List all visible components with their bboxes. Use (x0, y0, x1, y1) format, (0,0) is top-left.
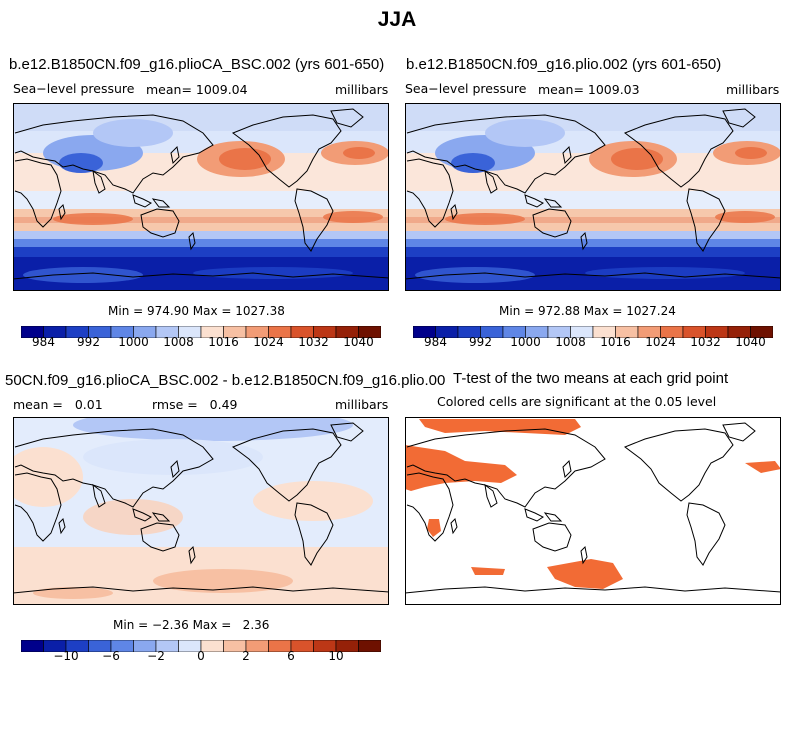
colorbar-tick-label: 1032 (298, 335, 329, 349)
panel-3-units: millibars (335, 397, 389, 412)
colorbar-tick-label: 992 (77, 335, 100, 349)
colorbar-tick-label: 6 (287, 649, 295, 663)
panel-1-colorbar-ticks: 984 992 1000 1008 1016 1024 1032 1040 (21, 335, 381, 351)
panel-2-minmax: Min = 972.88 Max = 1027.24 (499, 304, 676, 318)
panel-1-mean: mean= 1009.04 (146, 82, 248, 97)
figure-title: JJA (377, 8, 417, 31)
colorbar-tick-label: 1000 (118, 335, 149, 349)
panel-1-minmax: Min = 974.90 Max = 1027.38 (108, 304, 285, 318)
colorbar-tick-label: 1024 (253, 335, 284, 349)
panel-4-map (405, 417, 781, 605)
panel-3-title: 50CN.f09_g16.plioCA_BSC.002 - b.e12.B185… (5, 372, 445, 389)
colorbar-tick-label: −6 (102, 649, 120, 663)
panel-1-title: b.e12.B1850CN.f09_g16.plioCA_BSC.002 (yr… (9, 56, 385, 73)
colorbar-tick-label: 1032 (690, 335, 721, 349)
panel-4-title: T-test of the two means at each grid poi… (453, 370, 729, 387)
colorbar-tick-label: 1040 (343, 335, 374, 349)
colorbar-tick-label: 1024 (645, 335, 676, 349)
colorbar-tick-label: 992 (469, 335, 492, 349)
panel-2-colorbar-ticks: 984 992 1000 1008 1016 1024 1032 1040 (413, 335, 773, 351)
colorbar-tick-label: 984 (424, 335, 447, 349)
panel-2-variable: Sea−level pressure (405, 81, 527, 96)
panel-4-subtitle: Colored cells are significant at the 0.0… (437, 394, 717, 409)
panel-1-units: millibars (335, 82, 389, 97)
panel-1-variable: Sea−level pressure (13, 81, 135, 96)
colorbar-tick-label: 1016 (600, 335, 631, 349)
colorbar-tick-label: 2 (242, 649, 250, 663)
colorbar-tick-label: 0 (197, 649, 205, 663)
panel-3-colorbar-ticks: −10 −6 −2 0 2 6 10 (21, 649, 381, 665)
panel-2-title: b.e12.B1850CN.f09_g16.plio.002 (yrs 601-… (406, 56, 722, 73)
panel-2-units: millibars (726, 82, 780, 97)
panel-3-map (13, 417, 389, 605)
colorbar-tick-label: 1016 (208, 335, 239, 349)
colorbar-tick-label: −2 (147, 649, 165, 663)
panel-2-mean: mean= 1009.03 (538, 82, 640, 97)
panel-1-map (13, 103, 389, 291)
panel-3-rmse: rmse = 0.49 (152, 397, 238, 412)
panel-2-map (405, 103, 781, 291)
panel-3-mean: mean = 0.01 (13, 397, 103, 412)
panel-1-colorbar (20, 325, 382, 339)
colorbar-tick-label: 1008 (555, 335, 586, 349)
colorbar-tick-label: −10 (53, 649, 79, 663)
colorbar-tick-label: 10 (328, 649, 344, 663)
colorbar-tick-label: 984 (32, 335, 55, 349)
colorbar-tick-label: 1040 (735, 335, 766, 349)
colorbar-tick-label: 1008 (163, 335, 194, 349)
panel-3-colorbar (20, 639, 382, 653)
colorbar-tick-label: 1000 (510, 335, 541, 349)
panel-3-minmax: Min = −2.36 Max = 2.36 (113, 618, 270, 632)
